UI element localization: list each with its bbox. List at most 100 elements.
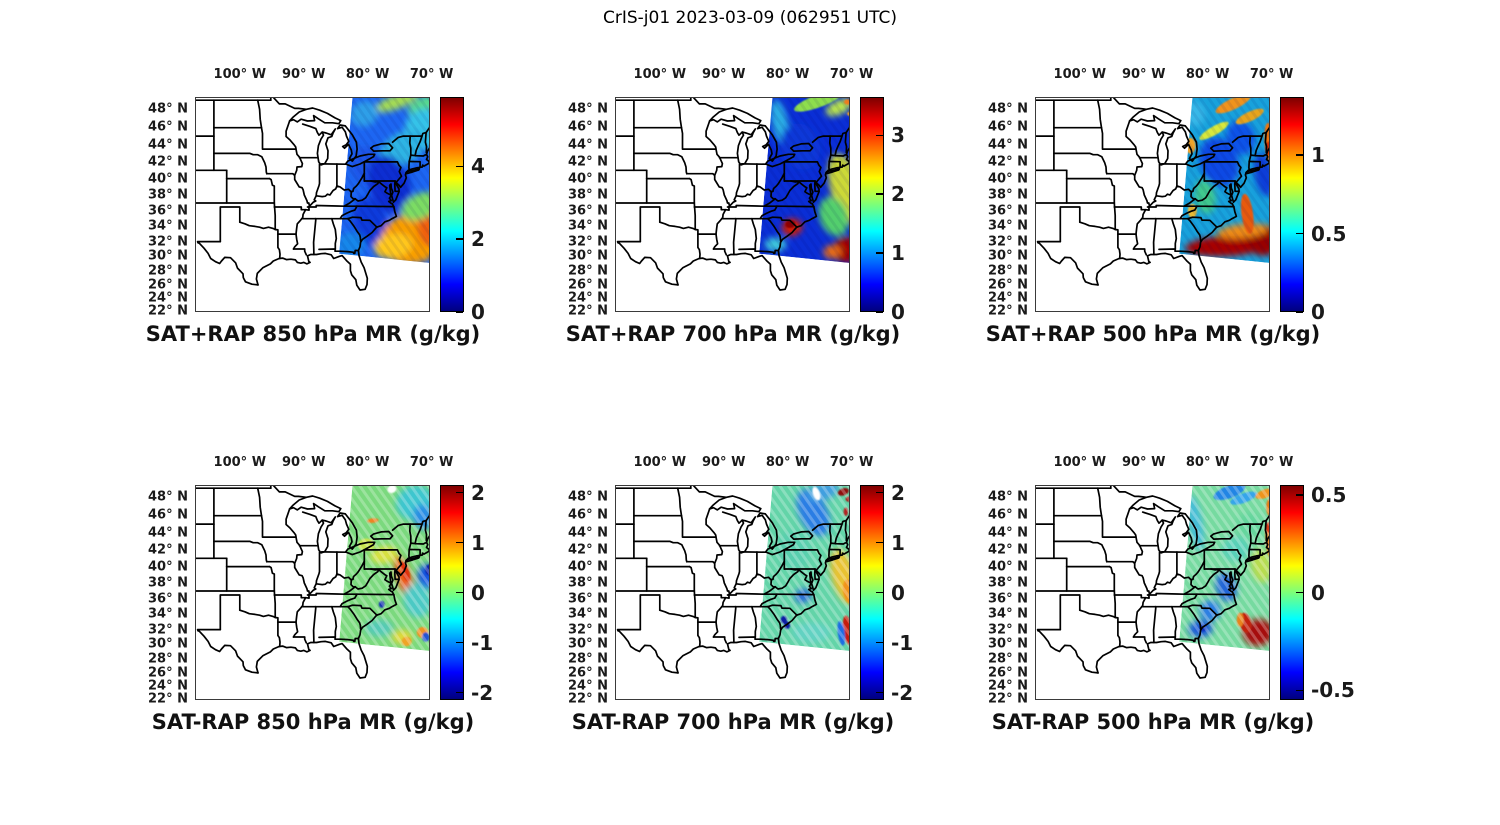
lon-axis-label: 70° W: [829, 67, 874, 82]
map-sat-plus-rap-850: [195, 97, 430, 312]
state-boundaries: [1035, 97, 1270, 291]
colorbar-tick-label: -1: [471, 630, 494, 655]
lat-axis-label: 30° N: [568, 248, 608, 264]
colorbar-tick: [456, 311, 463, 313]
lat-axis-label: 40° N: [148, 559, 188, 575]
lat-axis-label: 22° N: [568, 691, 608, 707]
lat-axis-label: 26° N: [988, 277, 1028, 293]
colorbar-tick: [1296, 232, 1303, 235]
lon-axis-label: 70° W: [409, 67, 454, 82]
colorbar-tick-label: -2: [891, 680, 914, 705]
state-boundaries: [615, 97, 850, 291]
lat-axis-label: 30° N: [148, 636, 188, 652]
lat-axis-label: 24° N: [988, 678, 1028, 694]
lat-axis-label: 38° N: [148, 575, 188, 591]
lat-axis-label: 48° N: [568, 101, 608, 117]
lat-axis-label: 44° N: [148, 525, 188, 541]
state-boundaries: [195, 485, 430, 679]
map-frame: [195, 485, 430, 700]
colorbar-tick: [456, 691, 463, 694]
lon-axis-label: 90° W: [281, 455, 326, 470]
panel-sat-minus-rap-850: 100° W 90° W 80° W 70° W 48° N 46° N 44° N 42° …: [110, 440, 530, 752]
lat-axis-label: 44° N: [148, 137, 188, 153]
lon-axis-label: 90° W: [1121, 455, 1166, 470]
colorbar-tick: [876, 591, 883, 594]
colorbar-tick-label: 1: [471, 530, 485, 555]
colorbar-tick: [876, 311, 883, 313]
lat-axis-label: 32° N: [568, 234, 608, 250]
lon-axis-label: 70° W: [1249, 455, 1294, 470]
colorbar-tick: [456, 165, 463, 167]
lat-axis-label: 46° N: [568, 119, 608, 135]
state-boundaries: [1035, 485, 1270, 679]
lat-axis-label: 46° N: [148, 119, 188, 135]
colorbar-tick-label: 0: [891, 300, 905, 324]
panel-title: SAT+RAP 700 hPa MR (g/kg): [565, 322, 901, 346]
panel-sat-plus-rap-700: 100° W 90° W 80° W 70° W 48° N 46° N 44° N 42° …: [530, 52, 950, 364]
panel-title: SAT-RAP 700 hPa MR (g/kg): [571, 710, 895, 734]
lat-axis-label: 40° N: [568, 171, 608, 187]
lat-axis-label: 26° N: [988, 665, 1028, 681]
lat-axis-label: 44° N: [988, 525, 1028, 541]
panel-title: SAT-RAP 500 hPa MR (g/kg): [991, 710, 1315, 734]
lat-axis-label: 38° N: [148, 187, 188, 203]
colorbar-tick-label: 1: [891, 241, 905, 266]
map-sat-minus-rap-850: [195, 485, 430, 700]
lat-axis-label: 28° N: [148, 651, 188, 667]
lat-axis-label: 28° N: [568, 263, 608, 279]
map-sat-minus-rap-700: [615, 485, 850, 700]
lat-axis-label: 36° N: [148, 203, 188, 219]
colorbar-tick: [876, 252, 883, 254]
lat-axis-label: 34° N: [568, 606, 608, 622]
colorbar: [440, 97, 464, 312]
colorbar-tick-label: 0: [1311, 300, 1325, 324]
lat-axis-label: 38° N: [988, 187, 1028, 203]
lat-axis-label: 48° N: [988, 489, 1028, 505]
colorbar-tick-label: -0.5: [1311, 678, 1355, 703]
satellite-swath: [1179, 485, 1270, 653]
lat-axis-label: 22° N: [568, 303, 608, 319]
lat-axis-label: 40° N: [148, 171, 188, 187]
lat-axis-label: 26° N: [148, 277, 188, 293]
colorbar-tick-label: 2: [891, 182, 905, 207]
lon-axis-label: 100° W: [213, 67, 267, 82]
colorbar-tick: [1296, 689, 1303, 691]
colorbar-tick-label: 0: [471, 300, 485, 324]
lat-axis-label: 32° N: [988, 234, 1028, 250]
panel-sat-minus-rap-700: 100° W 90° W 80° W 70° W 48° N 46° N 44° N 42° …: [530, 440, 950, 752]
lat-axis-label: 36° N: [568, 591, 608, 607]
colorbar-tick: [456, 641, 463, 644]
lon-axis-label: 90° W: [701, 455, 746, 470]
lat-axis-label: 34° N: [148, 218, 188, 234]
lat-axis-label: 48° N: [568, 489, 608, 505]
colorbar-tick: [1296, 154, 1303, 156]
lat-axis-label: 42° N: [568, 542, 608, 558]
panel-title: SAT-RAP 850 hPa MR (g/kg): [151, 710, 475, 734]
colorbar-tick: [876, 491, 883, 494]
lon-axis-label: 70° W: [829, 455, 874, 470]
colorbar-tick-label: 0: [471, 580, 485, 605]
map-sat-plus-rap-500: [1035, 97, 1270, 312]
colorbar-tick-label: 1: [891, 530, 905, 555]
colorbar-tick-label: -1: [891, 630, 914, 655]
lat-axis-label: 24° N: [568, 290, 608, 306]
colorbar: [1280, 97, 1304, 312]
lat-axis-label: 48° N: [148, 101, 188, 117]
lon-axis-label: 80° W: [765, 67, 810, 82]
lon-axis-label: 80° W: [345, 455, 390, 470]
lat-axis-label: 28° N: [568, 651, 608, 667]
lon-axis-label: 70° W: [409, 455, 454, 470]
map-sat-plus-rap-700: [615, 97, 850, 312]
lat-axis-label: 42° N: [148, 542, 188, 558]
panel-sat-plus-rap-850: 100° W 90° W 80° W 70° W 48° N 46° N 44° N 42° …: [110, 52, 530, 364]
lat-axis-label: 48° N: [988, 101, 1028, 117]
lat-axis-label: 44° N: [568, 137, 608, 153]
colorbar-tick-label: 3: [891, 123, 905, 148]
colorbar: [860, 97, 884, 312]
colorbar-tick: [876, 541, 883, 544]
lat-axis-label: 42° N: [568, 154, 608, 170]
colorbar-tick: [456, 238, 463, 240]
state-boundaries: [195, 97, 430, 291]
lon-axis-label: 90° W: [281, 67, 326, 82]
